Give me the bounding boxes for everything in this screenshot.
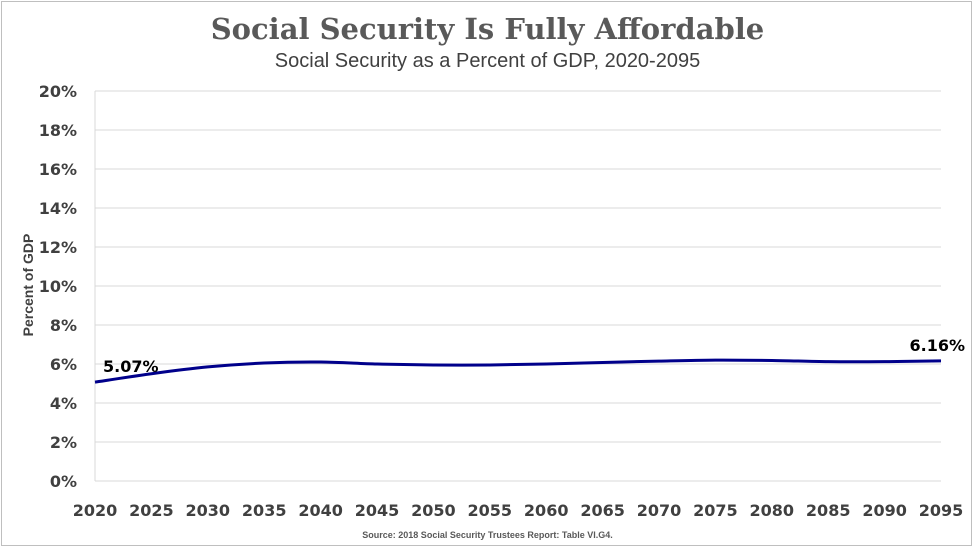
y-tick-label: 18% xyxy=(39,121,77,140)
x-tick-label: 2080 xyxy=(750,501,795,520)
y-axis-ticks: 0% 2% 4% 6% 8% 10% 12% 14% 16% 18% 20% xyxy=(39,82,77,491)
x-tick-label: 2075 xyxy=(693,501,738,520)
y-tick-label: 16% xyxy=(39,160,77,179)
data-label: 5.07% xyxy=(103,357,159,376)
source-note: Source: 2018 Social Security Trustees Re… xyxy=(362,530,613,540)
x-tick-label: 2035 xyxy=(242,501,287,520)
x-axis-ticks: 2020 2025 2030 2035 2040 2045 2050 2055 2060 2065… xyxy=(73,501,964,520)
y-tick-label: 6% xyxy=(50,355,77,374)
y-tick-label: 2% xyxy=(50,433,77,452)
y-tick-label: 10% xyxy=(39,277,77,296)
data-label: 6.16% xyxy=(909,336,965,355)
x-tick-label: 2040 xyxy=(298,501,343,520)
x-tick-label: 2085 xyxy=(806,501,851,520)
y-tick-label: 12% xyxy=(39,238,77,257)
chart-subtitle: Social Security as a Percent of GDP, 202… xyxy=(274,50,701,72)
y-tick-label: 20% xyxy=(39,82,77,101)
x-tick-label: 2050 xyxy=(411,501,456,520)
x-tick-label: 2025 xyxy=(129,501,174,520)
x-tick-label: 2020 xyxy=(73,501,118,520)
y-tick-label: 14% xyxy=(39,199,77,218)
x-tick-label: 2030 xyxy=(186,501,231,520)
x-tick-label: 2060 xyxy=(524,501,569,520)
data-labels: 5.07% 6.16% xyxy=(103,336,965,376)
y-tick-label: 0% xyxy=(50,472,77,491)
x-tick-label: 2095 xyxy=(919,501,964,520)
y-tick-label: 8% xyxy=(50,316,77,335)
series-line xyxy=(94,358,942,384)
gridlines xyxy=(94,90,941,482)
x-tick-label: 2055 xyxy=(468,501,513,520)
x-tick-label: 2045 xyxy=(355,501,400,520)
x-tick-label: 2070 xyxy=(637,501,682,520)
chart-title: Social Security Is Fully Affordable xyxy=(210,12,765,46)
y-tick-label: 4% xyxy=(50,394,77,413)
y-axis-label: Percent of GDP xyxy=(20,234,36,337)
x-tick-label: 2090 xyxy=(862,501,907,520)
x-tick-label: 2065 xyxy=(580,501,625,520)
series-group xyxy=(94,358,942,384)
